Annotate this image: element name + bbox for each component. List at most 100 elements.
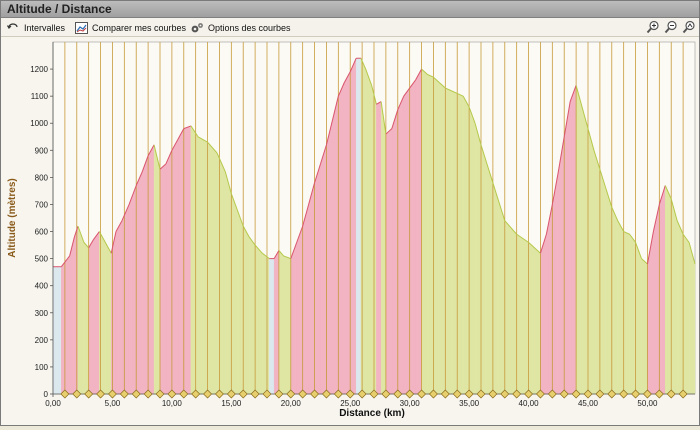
interval-marker[interactable] xyxy=(666,389,676,399)
x-tick-label: 15,00 xyxy=(221,399,242,408)
profile-segment-area xyxy=(355,58,362,395)
compare-chart-icon xyxy=(75,21,88,34)
profile-segment-area xyxy=(611,207,618,395)
x-axis-label: Distance (km) xyxy=(339,408,405,419)
interval-marker[interactable] xyxy=(393,389,403,399)
interval-marker[interactable] xyxy=(60,389,70,399)
profile-segment-line xyxy=(83,242,90,249)
profile-segment-line xyxy=(314,163,321,183)
interval-marker[interactable] xyxy=(464,389,474,399)
interval-marker[interactable] xyxy=(524,389,534,399)
interval-marker[interactable] xyxy=(262,389,272,399)
profile-segment-line xyxy=(60,255,71,268)
compare-curves-button[interactable]: Comparer mes courbes xyxy=(75,21,186,34)
profile-segment-area xyxy=(165,150,173,395)
intervals-button[interactable]: Intervalles xyxy=(7,21,65,34)
profile-segment-line xyxy=(365,68,373,86)
interval-marker[interactable] xyxy=(72,389,82,399)
zoom-out-icon[interactable] xyxy=(664,20,678,34)
interval-marker[interactable] xyxy=(96,389,106,399)
profile-segment-line xyxy=(69,236,75,257)
profile-segment-area xyxy=(659,185,666,395)
interval-marker[interactable] xyxy=(476,389,486,399)
profile-segment-area xyxy=(93,230,100,395)
interval-marker[interactable] xyxy=(559,389,569,399)
interval-marker[interactable] xyxy=(357,389,367,399)
interval-marker[interactable] xyxy=(107,389,117,399)
profile-segment-area xyxy=(540,234,547,395)
interval-marker[interactable] xyxy=(333,389,343,399)
interval-marker[interactable] xyxy=(607,389,617,399)
interval-marker[interactable] xyxy=(631,389,641,399)
profile-segment-area xyxy=(480,144,488,395)
profile-segment-area xyxy=(171,139,179,395)
profile-segment-area xyxy=(197,136,208,395)
interval-marker[interactable] xyxy=(310,389,320,399)
interval-marker[interactable] xyxy=(452,389,462,399)
interval-marker[interactable] xyxy=(619,389,629,399)
interval-marker[interactable] xyxy=(678,389,688,399)
interval-marker[interactable] xyxy=(654,389,664,399)
intervals-label: Intervalles xyxy=(24,22,66,33)
interval-marker[interactable] xyxy=(417,389,427,399)
profile-segment-line xyxy=(171,139,179,151)
interval-marker[interactable] xyxy=(143,389,153,399)
interval-marker[interactable] xyxy=(583,389,593,399)
profile-segment-area xyxy=(105,242,112,395)
interval-marker[interactable] xyxy=(84,389,94,399)
interval-marker[interactable] xyxy=(119,389,129,399)
interval-marker[interactable] xyxy=(321,389,331,399)
interval-marker[interactable] xyxy=(369,389,379,399)
profile-segment-area xyxy=(546,204,553,395)
profile-segment-area xyxy=(593,150,601,395)
y-tick-label: 100 xyxy=(35,363,49,372)
interval-marker[interactable] xyxy=(345,389,355,399)
interval-marker[interactable] xyxy=(595,389,605,399)
profile-segment-line xyxy=(587,128,595,151)
profile-segment-area xyxy=(486,163,494,395)
interval-marker[interactable] xyxy=(214,389,224,399)
profile-segment-area xyxy=(296,226,303,395)
profile-segment-area xyxy=(528,241,541,395)
profile-segment-line xyxy=(688,242,696,265)
interval-marker[interactable] xyxy=(191,389,201,399)
interval-marker[interactable] xyxy=(203,389,213,399)
interval-marker[interactable] xyxy=(238,389,248,399)
curve-options-button[interactable]: Options des courbes xyxy=(190,21,291,34)
profile-segment-area xyxy=(207,141,218,395)
interval-marker[interactable] xyxy=(535,389,545,399)
interval-marker[interactable] xyxy=(286,389,296,399)
interval-marker[interactable] xyxy=(405,389,415,399)
interval-marker[interactable] xyxy=(250,389,260,399)
profile-segment-line xyxy=(569,85,577,102)
interval-marker[interactable] xyxy=(167,389,177,399)
interval-marker[interactable] xyxy=(500,389,510,399)
interval-marker[interactable] xyxy=(440,389,450,399)
interval-marker[interactable] xyxy=(571,389,581,399)
profile-segment-line xyxy=(331,96,339,121)
zoom-fit-icon[interactable] xyxy=(682,20,696,34)
interval-marker[interactable] xyxy=(274,389,284,399)
interval-marker[interactable] xyxy=(428,389,438,399)
profile-segment-area xyxy=(676,220,684,395)
interval-marker[interactable] xyxy=(131,389,141,399)
interval-marker[interactable] xyxy=(642,389,652,399)
interval-marker[interactable] xyxy=(298,389,308,399)
profile-segment-area xyxy=(77,226,85,395)
interval-marker[interactable] xyxy=(512,389,522,399)
zoom-in-icon[interactable] xyxy=(646,20,660,34)
profile-segment-area xyxy=(243,226,250,395)
window-titlebar: Altitude / Distance xyxy=(1,1,699,18)
interval-marker[interactable] xyxy=(179,389,189,399)
altitude-chart: 0 100 200 300 400 500 600 700 800 900 1000 1100 1200… xyxy=(1,37,699,425)
profile-segment-area xyxy=(147,144,155,395)
profile-segment-line xyxy=(409,79,417,89)
profile-segment-area xyxy=(136,171,143,395)
interval-marker[interactable] xyxy=(226,389,236,399)
interval-marker[interactable] xyxy=(381,389,391,399)
interval-marker[interactable] xyxy=(488,389,498,399)
profile-segment-line xyxy=(439,82,446,89)
interval-marker[interactable] xyxy=(547,389,557,399)
interval-marker[interactable] xyxy=(155,389,165,399)
profile-segment-line xyxy=(283,255,291,260)
